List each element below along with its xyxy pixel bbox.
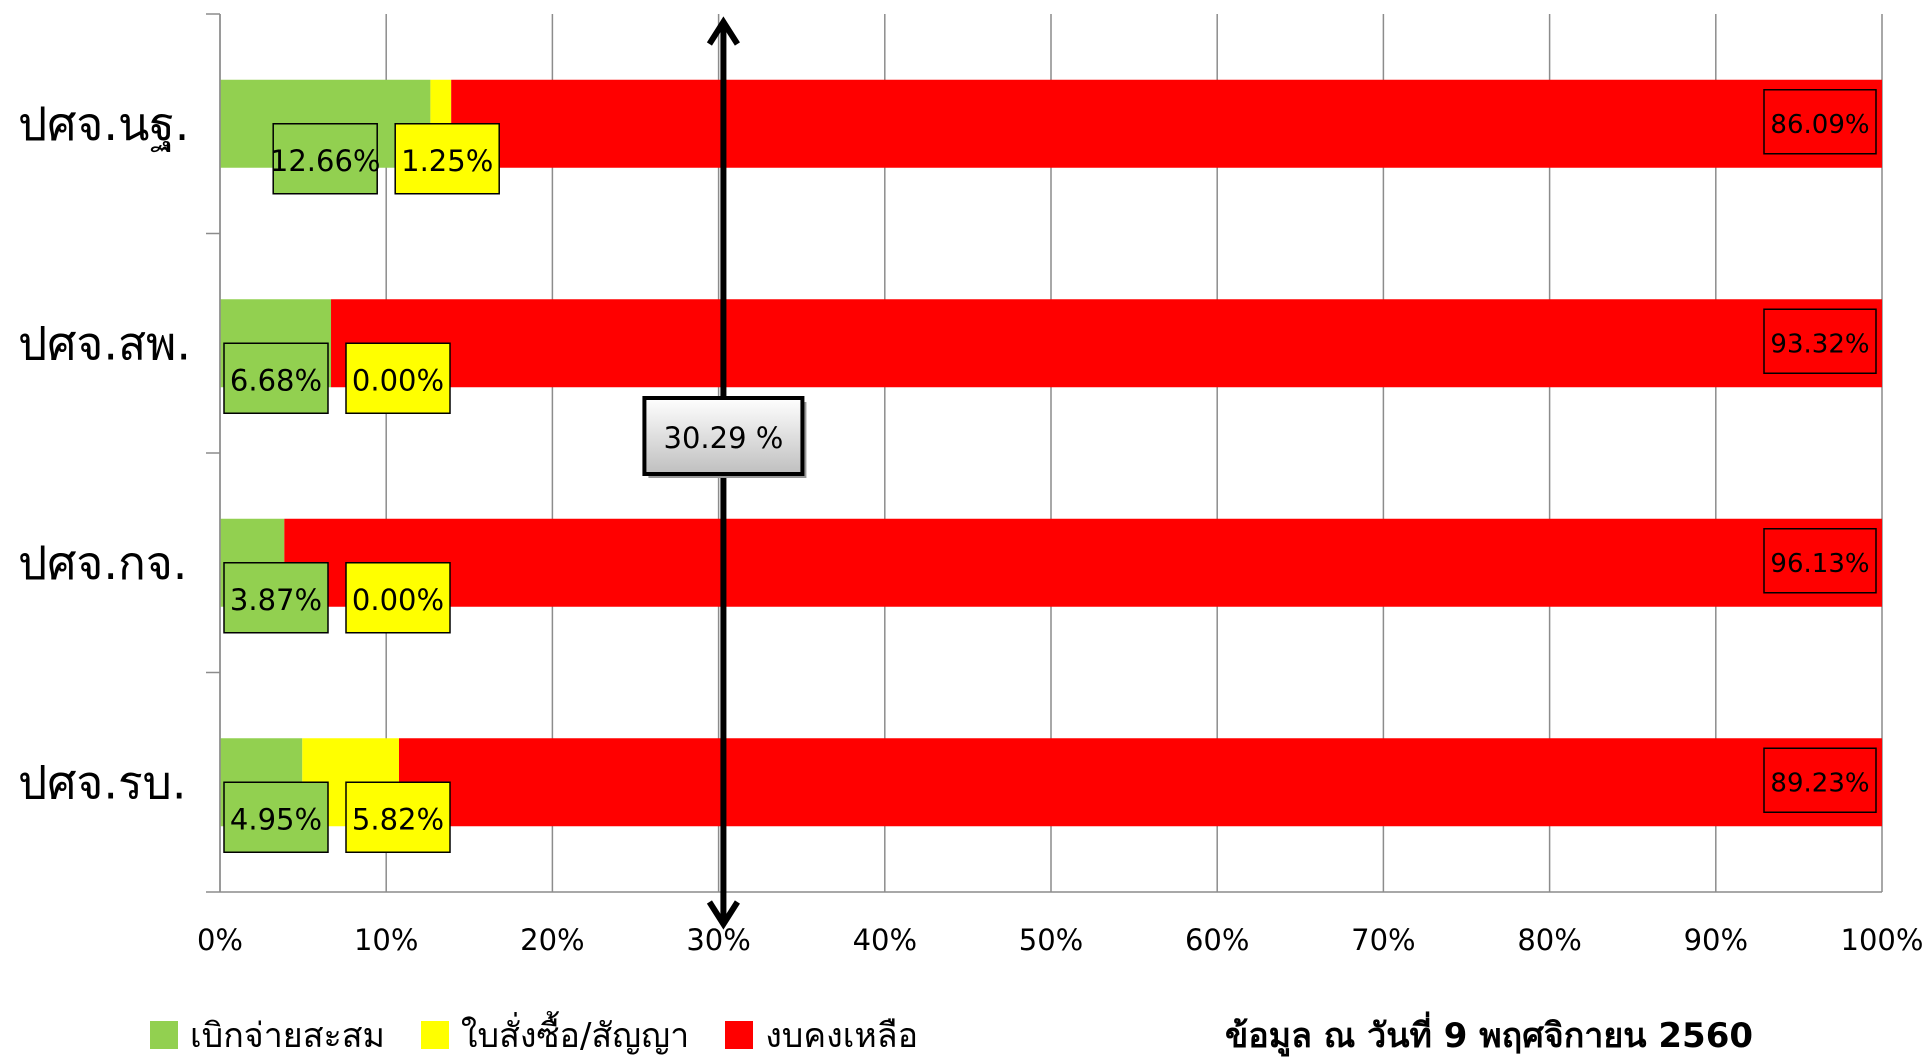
category-label: ปศจ.รบ. [18,755,187,809]
data-label-box [1763,528,1877,594]
data-label-box [1763,89,1877,155]
data-labels: 12.66% 1.25% 86.09% 6.68% 0.00% 93.32% 3.87% 0.… [223,89,1877,853]
data-label-box [272,123,378,195]
data-label-box [345,562,451,634]
data-label: 4.95% [230,802,322,836]
data-label-box [345,781,451,853]
x-tick-label: 0% [197,923,243,957]
data-label: 5.82% [352,802,444,836]
data-label: 1.25% [401,144,493,178]
legend-item-purchase-order: ใบสั่งซื้อ/สัญญา [420,1008,690,1062]
legend-label-disbursed: เบิกจ่ายสะสม [190,1016,385,1056]
bar-segment [451,79,1882,168]
legend-swatch-purchase-order [420,1021,449,1049]
legend-label-remaining: งบคงเหลือ [765,1016,919,1056]
x-tick-label: 100% [1841,923,1923,957]
legend-swatch-remaining [725,1021,754,1049]
x-tick-label: 20% [520,923,584,957]
x-tick-label: 30% [686,923,750,957]
x-tick-label: 90% [1684,923,1748,957]
data-label: 0.00% [352,583,444,617]
x-tick-label: 50% [1019,923,1083,957]
data-label: 0.00% [352,363,444,397]
target-box [642,396,805,476]
data-label: 86.09% [1770,110,1869,140]
legend-item-remaining: งบคงเหลือ [725,1008,918,1062]
data-label: 12.66% [270,144,381,178]
category-label: ปศจ.กจ. [18,536,187,590]
axes: 0% 10% 20% 30% 40% 50% 60% 70% 80% 90% 100% ปศจ.นฐ.… [18,13,1923,957]
x-tick-label: 40% [853,923,917,957]
data-label-box [223,342,329,414]
target-arrowhead-bottom [706,900,740,930]
data-label-box [1763,747,1877,813]
x-tick-label: 10% [354,923,418,957]
bar-segment [284,518,1883,607]
data-label-box [345,342,451,414]
data-date-note: ข้อมูล ณ วันที่ 9 พฤศจิกายน 2560 [1225,1016,1754,1056]
x-tick-label: 80% [1517,923,1581,957]
data-label-box [223,562,329,634]
bar-segment [331,299,1882,388]
data-label-box [223,781,329,853]
category-label: ปศจ.สพ. [18,316,191,370]
x-tick-label: 70% [1351,923,1415,957]
legend-label-purchase-order: ใบสั่งซื้อ/สัญญา [460,1016,690,1056]
data-label: 89.23% [1770,768,1869,798]
data-label-box [394,123,500,195]
data-label: 96.13% [1770,549,1869,579]
target-arrowhead-top [706,16,740,46]
bar-segment [398,738,1882,827]
target-label: 30.29 % [664,421,784,455]
data-label: 93.32% [1770,329,1869,359]
legend-swatch-disbursed [150,1021,178,1049]
category-label: ปศจ.นฐ. [18,97,189,152]
data-label-box [1763,308,1877,374]
target-marker: 30.29 % [642,16,807,930]
x-tick-label: 60% [1185,923,1249,957]
legend: เบิกจ่ายสะสม ใบสั่งซื้อ/สัญญา งบคงเหลือ [150,1008,954,1062]
data-label: 6.68% [230,363,322,397]
legend-item-disbursed: เบิกจ่ายสะสม [150,1008,385,1062]
data-label: 3.87% [230,583,322,617]
